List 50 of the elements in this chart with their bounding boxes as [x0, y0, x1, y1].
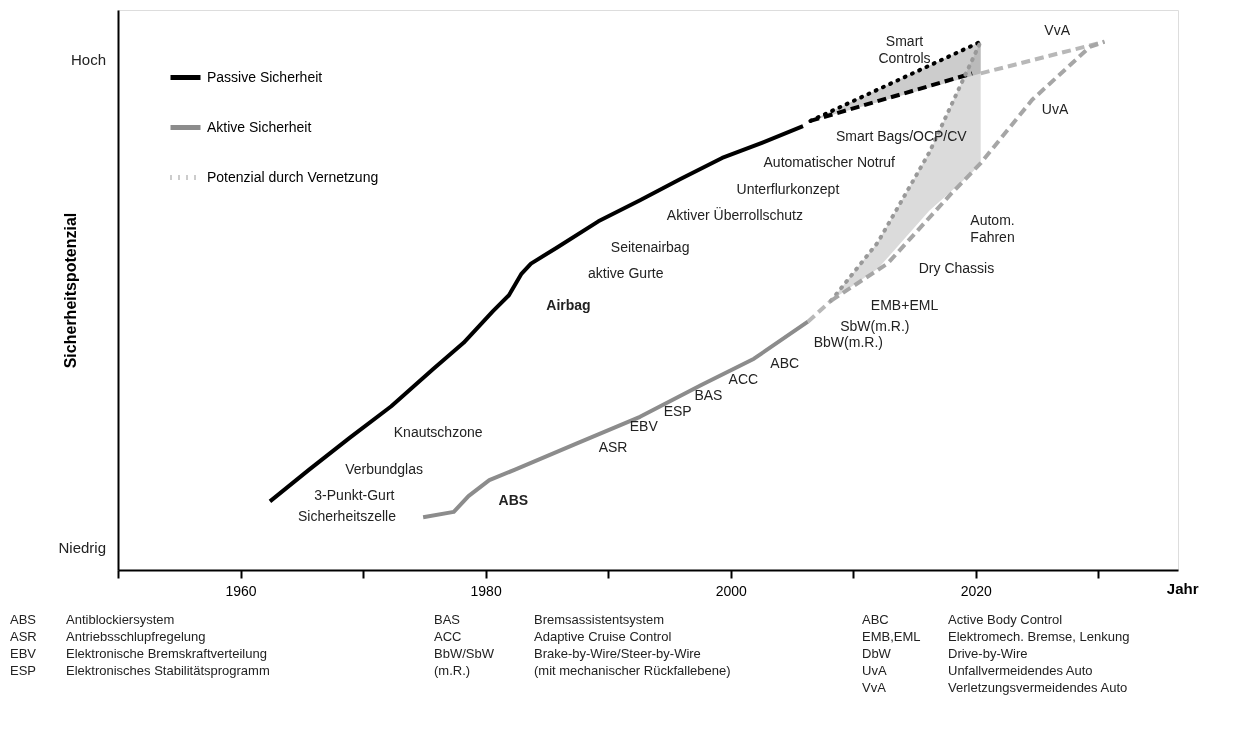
text: ABC Active Body Control: [862, 612, 1063, 627]
annotation: ACC: [728, 370, 759, 387]
annotation: Aktiver Überrollschutz: [666, 206, 803, 224]
legend-label: Aktive Sicherheit: [207, 118, 312, 135]
text: ESP Elektronisches Stabilitätsprogramm: [10, 663, 270, 678]
text: Hoch: [70, 51, 106, 69]
legend-label: Potenzial durch Vernetzung: [207, 168, 379, 185]
annotation: BAS: [694, 386, 723, 403]
text: UvA Unfallvermeidendes Auto: [862, 663, 1093, 678]
text: VvA: [1044, 22, 1071, 39]
x-tick-label: 1980: [470, 582, 502, 599]
annotation: Knautschzone: [393, 423, 483, 440]
annotation: SbW(m.R.): [840, 317, 910, 334]
text: ASR Antriebsschlupfregelung: [10, 629, 206, 644]
annotation: EMB+EML: [870, 296, 939, 313]
annotation: BbW(m.R.): [813, 333, 883, 350]
annotation: Unterflurkonzept: [736, 180, 840, 197]
annotation: UvA: [1041, 101, 1069, 118]
x-tick-label: 1960: [225, 582, 257, 599]
legend-label: Passive Sicherheit: [207, 68, 323, 85]
annotation: Sicherheitszelle: [297, 508, 397, 525]
annotation: ABS: [498, 492, 529, 509]
annotation: Autom. Fahren: [970, 212, 1015, 246]
text: BAS Bremsassistentsystem: [434, 612, 665, 627]
annotation: 3-Punkt-Gurt: [314, 487, 395, 504]
annotation: Smart Bags/OCP/CV: [835, 127, 968, 144]
annotation: Smart Controls: [878, 32, 931, 66]
text: (m.R.) (mit mechanischer Rückfallebene): [434, 663, 731, 678]
text: EBV Elektronische Bremskraftverteilung: [10, 646, 267, 661]
annotation: Seitenairbag: [610, 239, 690, 255]
text: ACC Adaptive Cruise Control: [434, 629, 672, 644]
annotation: ABC: [770, 354, 800, 371]
text: VvA Verletzungsvermeidendes Auto: [862, 680, 1128, 695]
annotation: Airbag: [546, 296, 591, 313]
x-tick-label: 2020: [960, 582, 993, 599]
annotation: EBV: [629, 418, 659, 435]
x-tick-label: 2000: [715, 582, 747, 599]
text: BbW/SbW Brake-by-Wire/Steer-by-Wire: [434, 646, 701, 661]
text: DbW Drive-by-Wire: [862, 646, 1028, 661]
annotation: aktive Gurte: [588, 265, 664, 282]
y-axis-title: Sicherheitspotenzial: [61, 212, 79, 369]
annotation: ESP: [663, 402, 692, 419]
text: ABS Antiblockiersystem: [10, 612, 175, 627]
annotation: Dry Chassis: [918, 259, 995, 276]
text: Niedrig: [58, 539, 106, 556]
annotation: ASR: [598, 439, 628, 456]
x-axis-title: Jahr: [1166, 579, 1199, 597]
text: EMB,EML Elektromech. Bremse, Lenkung: [862, 629, 1130, 644]
annotation: Automatischer Notruf: [763, 154, 896, 171]
annotation: Verbundglas: [345, 460, 423, 477]
